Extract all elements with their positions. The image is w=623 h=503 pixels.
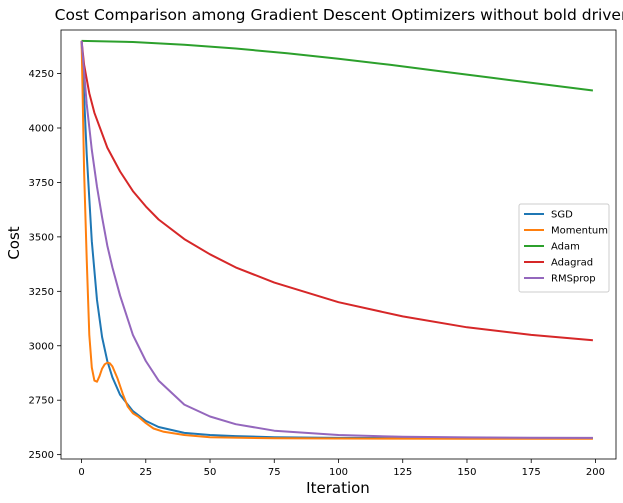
legend-label-adagrad: Adagrad (551, 258, 593, 269)
legend: SGD Momentum Adam Adagrad RMSprop (518, 203, 610, 293)
x-tick-label: 75 (268, 467, 281, 478)
x-axis-label: Iteration (306, 479, 370, 497)
x-tick-label: 25 (139, 467, 152, 478)
x-axis-ticks: 0 25 50 75 100 125 150 175 200 (78, 459, 605, 478)
legend-label-momentum: Momentum (551, 226, 608, 237)
x-tick-label: 150 (457, 467, 476, 478)
y-axis-ticks: 2500 2750 3000 3250 3500 3750 4000 4250 (29, 69, 61, 461)
x-tick-label: 175 (522, 467, 541, 478)
legend-label-rmsprop: RMSprop (551, 274, 596, 285)
x-tick-label: 50 (204, 467, 217, 478)
x-tick-label: 0 (78, 467, 84, 478)
legend-box (518, 203, 610, 293)
chart-title: Cost Comparison among Gradient Descent O… (55, 6, 623, 24)
legend-label-adam: Adam (551, 242, 580, 253)
y-tick-label: 4250 (29, 69, 54, 80)
y-tick-label: 3000 (29, 341, 54, 352)
x-tick-label: 125 (393, 467, 412, 478)
series-line-momentum (80, 40, 593, 440)
series-lines (80, 39, 594, 440)
series-line-adagrad (80, 40, 593, 342)
y-tick-label: 3250 (29, 287, 54, 298)
y-tick-label: 3500 (29, 232, 54, 243)
y-tick-label: 4000 (29, 123, 54, 134)
x-tick-label: 100 (329, 467, 348, 478)
series-line-rmsprop (80, 40, 593, 439)
x-tick-label: 200 (586, 467, 605, 478)
y-axis-label: Cost (5, 226, 23, 259)
series-line-adam (81, 39, 594, 92)
legend-label-sgd: SGD (551, 210, 573, 221)
y-tick-label: 2750 (29, 396, 54, 407)
y-tick-label: 3750 (29, 178, 54, 189)
y-tick-label: 2500 (29, 450, 54, 461)
